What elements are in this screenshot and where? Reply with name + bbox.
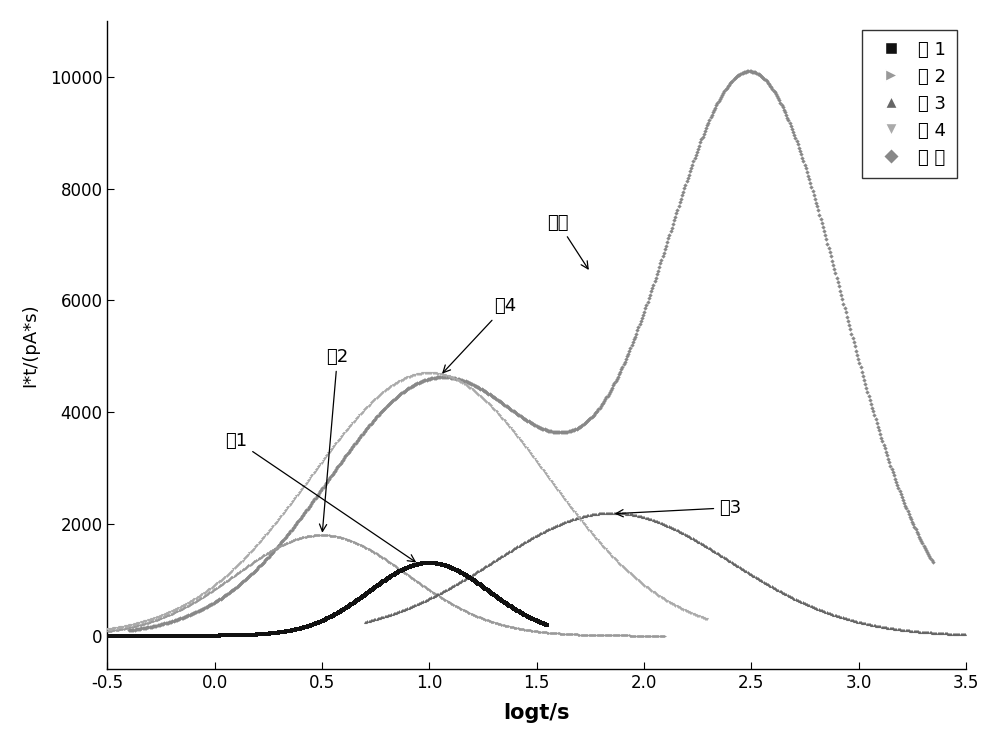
峰 3 (359, 618, 371, 626)
总 体 (888, 471, 900, 480)
峰 3 (559, 517, 571, 526)
总 体 (182, 611, 194, 620)
Line: 峰 3: 峰 3 (364, 511, 967, 636)
Line: 峰 1: 峰 1 (106, 561, 549, 638)
峰 1 (140, 631, 152, 640)
Line: 峰 2: 峰 2 (106, 533, 667, 637)
峰 4 (423, 368, 435, 377)
峰 3 (605, 508, 617, 517)
峰 2 (287, 536, 299, 545)
峰 3 (577, 512, 589, 521)
Legend: 峰 1, 峰 2, 峰 3, 峰 4, 总 体: 峰 1, 峰 2, 峰 3, 峰 4, 总 体 (862, 30, 957, 178)
总 体 (496, 399, 508, 408)
峰 4 (302, 477, 314, 486)
总 体 (305, 499, 317, 508)
峰 3 (959, 630, 971, 639)
峰 3 (487, 557, 499, 566)
峰 4 (701, 615, 713, 623)
峰 3 (529, 532, 541, 541)
总 体 (684, 167, 696, 176)
Text: 峰2: 峰2 (319, 347, 349, 531)
峰 1 (393, 567, 405, 576)
峰 2 (529, 626, 541, 635)
峰 1 (282, 626, 294, 635)
峰 2 (659, 631, 671, 640)
Line: 峰 4: 峰 4 (106, 371, 709, 631)
峰 2 (618, 631, 630, 640)
Text: 总体: 总体 (547, 214, 588, 269)
峰 4 (659, 595, 671, 604)
峰 4 (271, 517, 283, 526)
峰 3 (917, 627, 929, 636)
峰 2 (538, 628, 550, 637)
峰 3 (496, 551, 508, 560)
峰 2 (316, 530, 328, 539)
峰 4 (230, 562, 242, 571)
Text: 峰3: 峰3 (616, 498, 741, 517)
峰 4 (239, 554, 251, 562)
峰 1 (541, 620, 553, 629)
总 体 (927, 557, 939, 566)
峰 1 (334, 607, 346, 616)
峰 1 (101, 631, 113, 640)
Text: 峰4: 峰4 (443, 298, 516, 373)
峰 2 (101, 626, 113, 635)
峰 2 (401, 570, 413, 579)
X-axis label: logt/s: logt/s (503, 703, 570, 723)
总 体 (123, 626, 135, 635)
Line: 总 体: 总 体 (127, 70, 934, 632)
峰 2 (168, 609, 180, 618)
Text: 峰1: 峰1 (225, 432, 415, 562)
总 体 (744, 67, 756, 76)
峰 1 (423, 559, 435, 568)
总 体 (416, 376, 428, 385)
峰 1 (407, 561, 419, 570)
峰 4 (101, 625, 113, 634)
峰 4 (319, 454, 331, 463)
Y-axis label: I*t/(pA*s): I*t/(pA*s) (21, 304, 39, 387)
峰 1 (112, 631, 124, 640)
